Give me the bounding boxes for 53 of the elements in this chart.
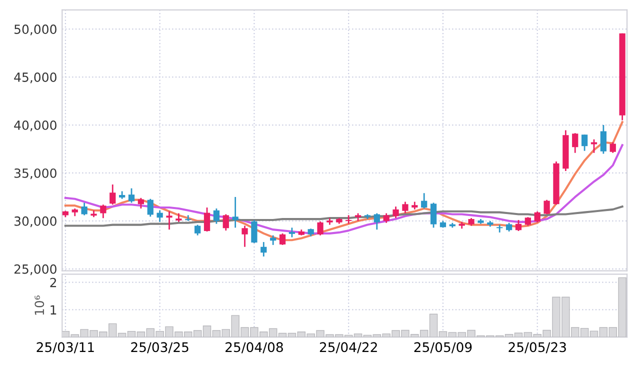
y-tick-label: 35,000 [14, 168, 56, 180]
line-series [64, 121, 624, 242]
y-tick-label: 45,000 [14, 72, 56, 84]
candlestick [156, 210, 163, 223]
y-tick-label: 30,000 [14, 216, 56, 228]
y-tick-label: 50,000 [14, 24, 56, 36]
candlestick [402, 201, 408, 214]
candlestick [147, 198, 154, 218]
y-tick-label: 25,000 [14, 264, 56, 276]
x-tick-label: 25/05/23 [508, 342, 566, 354]
candlestick [232, 196, 238, 228]
candlestick [581, 134, 588, 152]
candlestick [496, 224, 503, 234]
x-tick-label: 25/04/08 [226, 342, 283, 354]
candlestick [138, 197, 144, 210]
x-tick-label: 25/04/22 [320, 342, 377, 354]
candlestick [572, 132, 578, 154]
candlestick [100, 204, 106, 219]
candlestick [346, 214, 352, 225]
candlestick [421, 192, 428, 210]
candlestick [600, 124, 606, 154]
y-tick-label: 40,000 [14, 120, 56, 132]
candlestick [166, 210, 172, 230]
candlestick [317, 220, 324, 236]
candlestick [242, 225, 248, 248]
candlestick [251, 219, 258, 244]
x-tick-label: 25/05/09 [414, 342, 472, 354]
candlestick [288, 226, 296, 238]
candlestick [222, 214, 229, 232]
candlestick [194, 224, 201, 236]
candlestick [81, 202, 88, 216]
candlestick [110, 184, 116, 206]
y-tick-label: 2 [50, 278, 56, 288]
candlestick [204, 206, 210, 232]
candlestick [430, 202, 437, 228]
candlestick [374, 212, 380, 230]
candlestick [383, 212, 390, 224]
candlestick [185, 214, 192, 222]
y-tick-label: 1 [50, 305, 56, 314]
candlestick [515, 219, 522, 232]
candlestick [128, 188, 135, 204]
candlestick [392, 206, 399, 219]
y-axis-title: 10⁶ [34, 296, 44, 315]
candlestick [270, 234, 276, 246]
candlestick [610, 142, 616, 154]
line-series [64, 144, 624, 234]
candlestick [260, 241, 267, 258]
candlestick [279, 232, 286, 246]
x-tick-label: 25/03/11 [36, 342, 94, 354]
candlestick [544, 199, 550, 215]
x-tick-label: 25/03/25 [131, 342, 188, 354]
candlestick [534, 210, 540, 224]
candlestick [213, 208, 220, 225]
